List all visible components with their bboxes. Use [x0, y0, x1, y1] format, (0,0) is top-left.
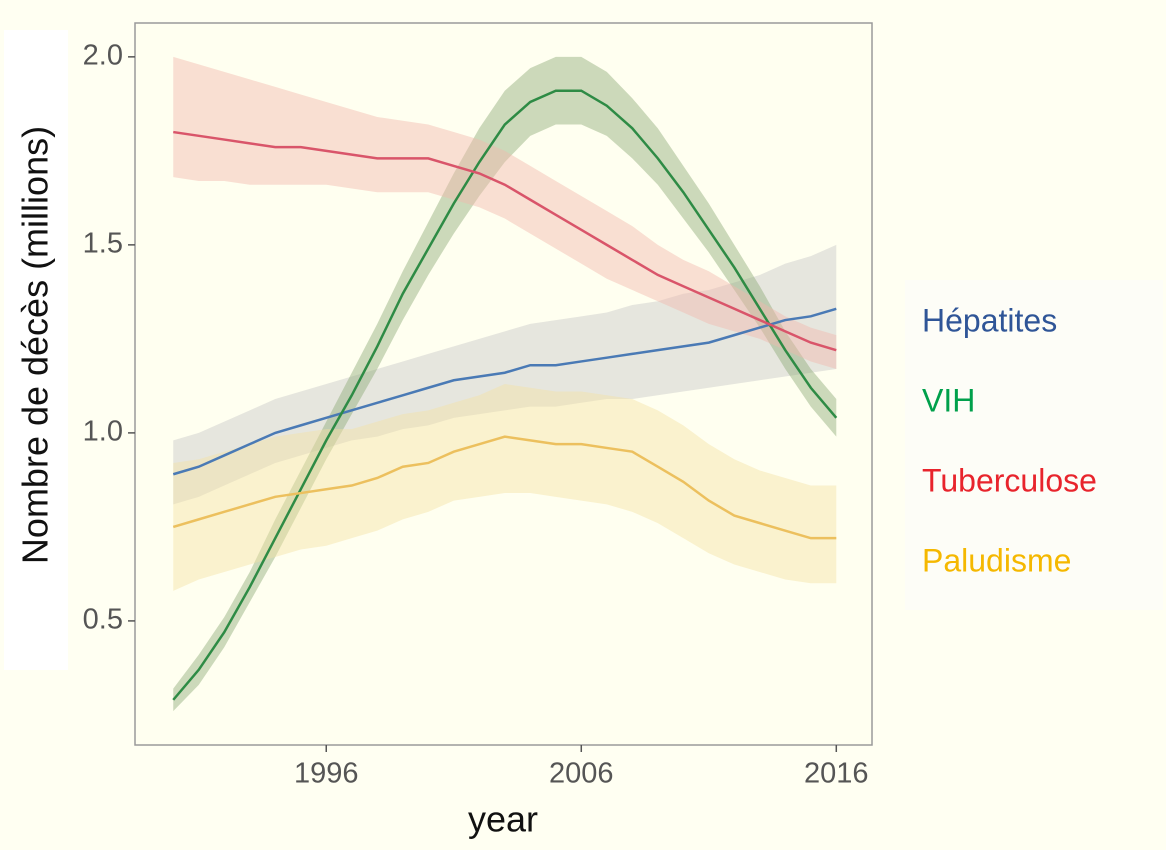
- series-line: [173, 130, 837, 352]
- legend-entry: Tuberculose: [922, 462, 1097, 498]
- y-axis-title: Nombre de décès (millions): [15, 126, 56, 564]
- confidence-band: [173, 384, 837, 591]
- confidence-band: [173, 56, 837, 369]
- legend-entry: VIH: [922, 382, 975, 418]
- x-tick-label: 1996: [294, 758, 359, 790]
- legend-box: [905, 280, 1163, 610]
- y-tick-label: 0.5: [83, 604, 123, 636]
- series-line: [172, 307, 837, 476]
- series-line: [172, 435, 837, 540]
- series-line: [172, 89, 838, 701]
- y-tick-label: 2.0: [83, 40, 123, 72]
- plot-area: 0.5 1.0 1.5 2.0 1996 2006 2016: [83, 40, 869, 790]
- y-tick-label: 1.0: [83, 416, 123, 448]
- x-tick-label: 2016: [804, 758, 869, 790]
- confidence-band: [173, 244, 837, 505]
- y-tick-label: 1.5: [83, 228, 123, 260]
- y-label-box: [4, 30, 68, 670]
- legend-entry: Paludisme: [922, 542, 1071, 578]
- x-axis-title: year: [468, 799, 538, 840]
- x-tick-label: 2006: [549, 758, 614, 790]
- legend-entry: Hépatites: [922, 302, 1057, 338]
